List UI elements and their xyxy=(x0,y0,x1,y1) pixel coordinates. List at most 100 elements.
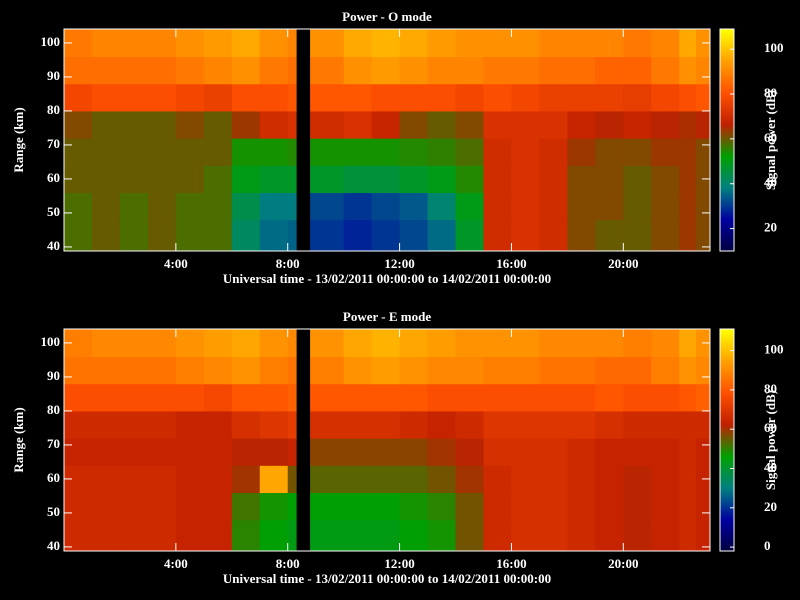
colorbar-swatch xyxy=(720,497,734,500)
colorbar-frame xyxy=(719,328,735,552)
heatmap-cell xyxy=(310,519,345,552)
heatmap-cell xyxy=(91,492,121,521)
heatmap-cell xyxy=(696,519,711,552)
colorbar-tick-label: 60 xyxy=(764,130,777,145)
colorbar-swatch xyxy=(720,201,734,204)
x-tick-label: 20:00 xyxy=(608,256,638,271)
heatmap-cell xyxy=(287,83,297,112)
colorbar-swatch xyxy=(720,85,734,88)
colorbar-swatch xyxy=(720,449,734,452)
colorbar-swatch xyxy=(720,385,734,388)
heatmap-cell xyxy=(696,356,711,385)
colorbar-swatch xyxy=(720,393,734,396)
heatmap-cell xyxy=(64,519,93,552)
heatmap-cell xyxy=(259,29,289,58)
heatmap-cell xyxy=(651,192,680,221)
heatmap-cell xyxy=(679,329,697,358)
heatmap-cell xyxy=(231,192,261,221)
heatmap-cell xyxy=(310,410,345,439)
heatmap-cell xyxy=(259,56,289,85)
y-tick-label: 100 xyxy=(41,34,61,49)
heatmap-cell xyxy=(651,110,680,139)
heatmap-cell xyxy=(511,465,540,494)
colorbar-swatch xyxy=(720,473,734,476)
heatmap-cell xyxy=(203,410,233,439)
colorbar-tick-label: 80 xyxy=(764,381,777,396)
heatmap-cell xyxy=(343,192,373,221)
heatmap-cell xyxy=(175,219,205,252)
colorbar-swatch xyxy=(720,219,734,222)
colorbar-swatch xyxy=(720,131,734,134)
heatmap-cell xyxy=(539,465,568,494)
heatmap-cell xyxy=(175,519,205,552)
heatmap-cell xyxy=(175,438,205,466)
heatmap-cell xyxy=(679,165,697,194)
heatmap-cell xyxy=(399,465,429,494)
heatmap-cell xyxy=(147,492,177,521)
heatmap-cell xyxy=(539,110,568,139)
heatmap-cell xyxy=(287,138,297,166)
heatmap-cell xyxy=(483,83,512,112)
heatmap-cell xyxy=(595,138,624,166)
heatmap-cell xyxy=(651,465,680,494)
colorbar-swatch xyxy=(720,397,734,400)
x-tick-label: 4:00 xyxy=(164,556,188,571)
heatmap-cell xyxy=(343,519,373,552)
colorbar-swatch xyxy=(720,65,734,68)
colorbar-swatch xyxy=(720,73,734,76)
colorbar-swatch xyxy=(720,467,734,470)
heatmap-cell xyxy=(310,329,345,358)
colorbar-swatch xyxy=(720,109,734,112)
colorbar-swatch xyxy=(720,217,734,220)
heatmap-cell xyxy=(287,165,297,194)
y-tick-label: 60 xyxy=(47,470,60,485)
colorbar-swatch xyxy=(720,423,734,426)
colorbar-swatch xyxy=(720,99,734,102)
heatmap-cell xyxy=(287,438,297,466)
heatmap-cell xyxy=(203,465,233,494)
colorbar-swatch xyxy=(720,419,734,422)
heatmap-cell xyxy=(203,438,233,466)
colorbar-swatch xyxy=(720,451,734,454)
colorbar-swatch xyxy=(720,509,734,512)
colorbar-swatch xyxy=(720,203,734,206)
heatmap-cell xyxy=(696,438,711,466)
heatmap-cell xyxy=(651,138,680,166)
heatmap-cell xyxy=(91,383,121,412)
colorbar-swatch xyxy=(720,95,734,98)
heatmap-cell xyxy=(310,29,345,58)
colorbar-swatch xyxy=(720,543,734,546)
heatmap-cell xyxy=(147,410,177,439)
colorbar-swatch xyxy=(720,45,734,48)
colorbar-swatch xyxy=(720,117,734,120)
heatmap-cell xyxy=(511,492,540,521)
colorbar-swatch xyxy=(720,359,734,362)
heatmap-cell xyxy=(175,165,205,194)
heatmap-cell xyxy=(679,56,697,85)
heatmap-cell xyxy=(567,410,596,439)
heatmap-cell xyxy=(483,219,512,252)
colorbar-swatch xyxy=(720,147,734,150)
colorbar-swatch xyxy=(720,511,734,514)
colorbar-swatch xyxy=(720,91,734,94)
heatmap-cell xyxy=(310,110,345,139)
colorbar-swatch xyxy=(720,345,734,348)
heatmap-cell xyxy=(147,192,177,221)
colorbar-swatch xyxy=(720,515,734,518)
y-tick-label: 80 xyxy=(47,402,60,417)
colorbar-swatch xyxy=(720,353,734,356)
colorbar-swatch xyxy=(720,235,734,238)
heatmap-cell xyxy=(119,165,149,194)
heatmap-cell xyxy=(679,192,697,221)
colorbar-swatch xyxy=(720,479,734,482)
heatmap-cell xyxy=(651,56,680,85)
heatmap-cell xyxy=(259,410,289,439)
heatmap-cell xyxy=(343,56,373,85)
colorbar-swatch xyxy=(720,375,734,378)
colorbar-swatch xyxy=(720,415,734,418)
x-axis-label: Universal time - 13/02/2011 00:00:00 to … xyxy=(223,571,551,586)
colorbar-swatch xyxy=(720,491,734,494)
colorbar-swatch xyxy=(720,57,734,60)
y-tick-label: 70 xyxy=(47,136,60,151)
colorbar-swatch xyxy=(720,123,734,126)
